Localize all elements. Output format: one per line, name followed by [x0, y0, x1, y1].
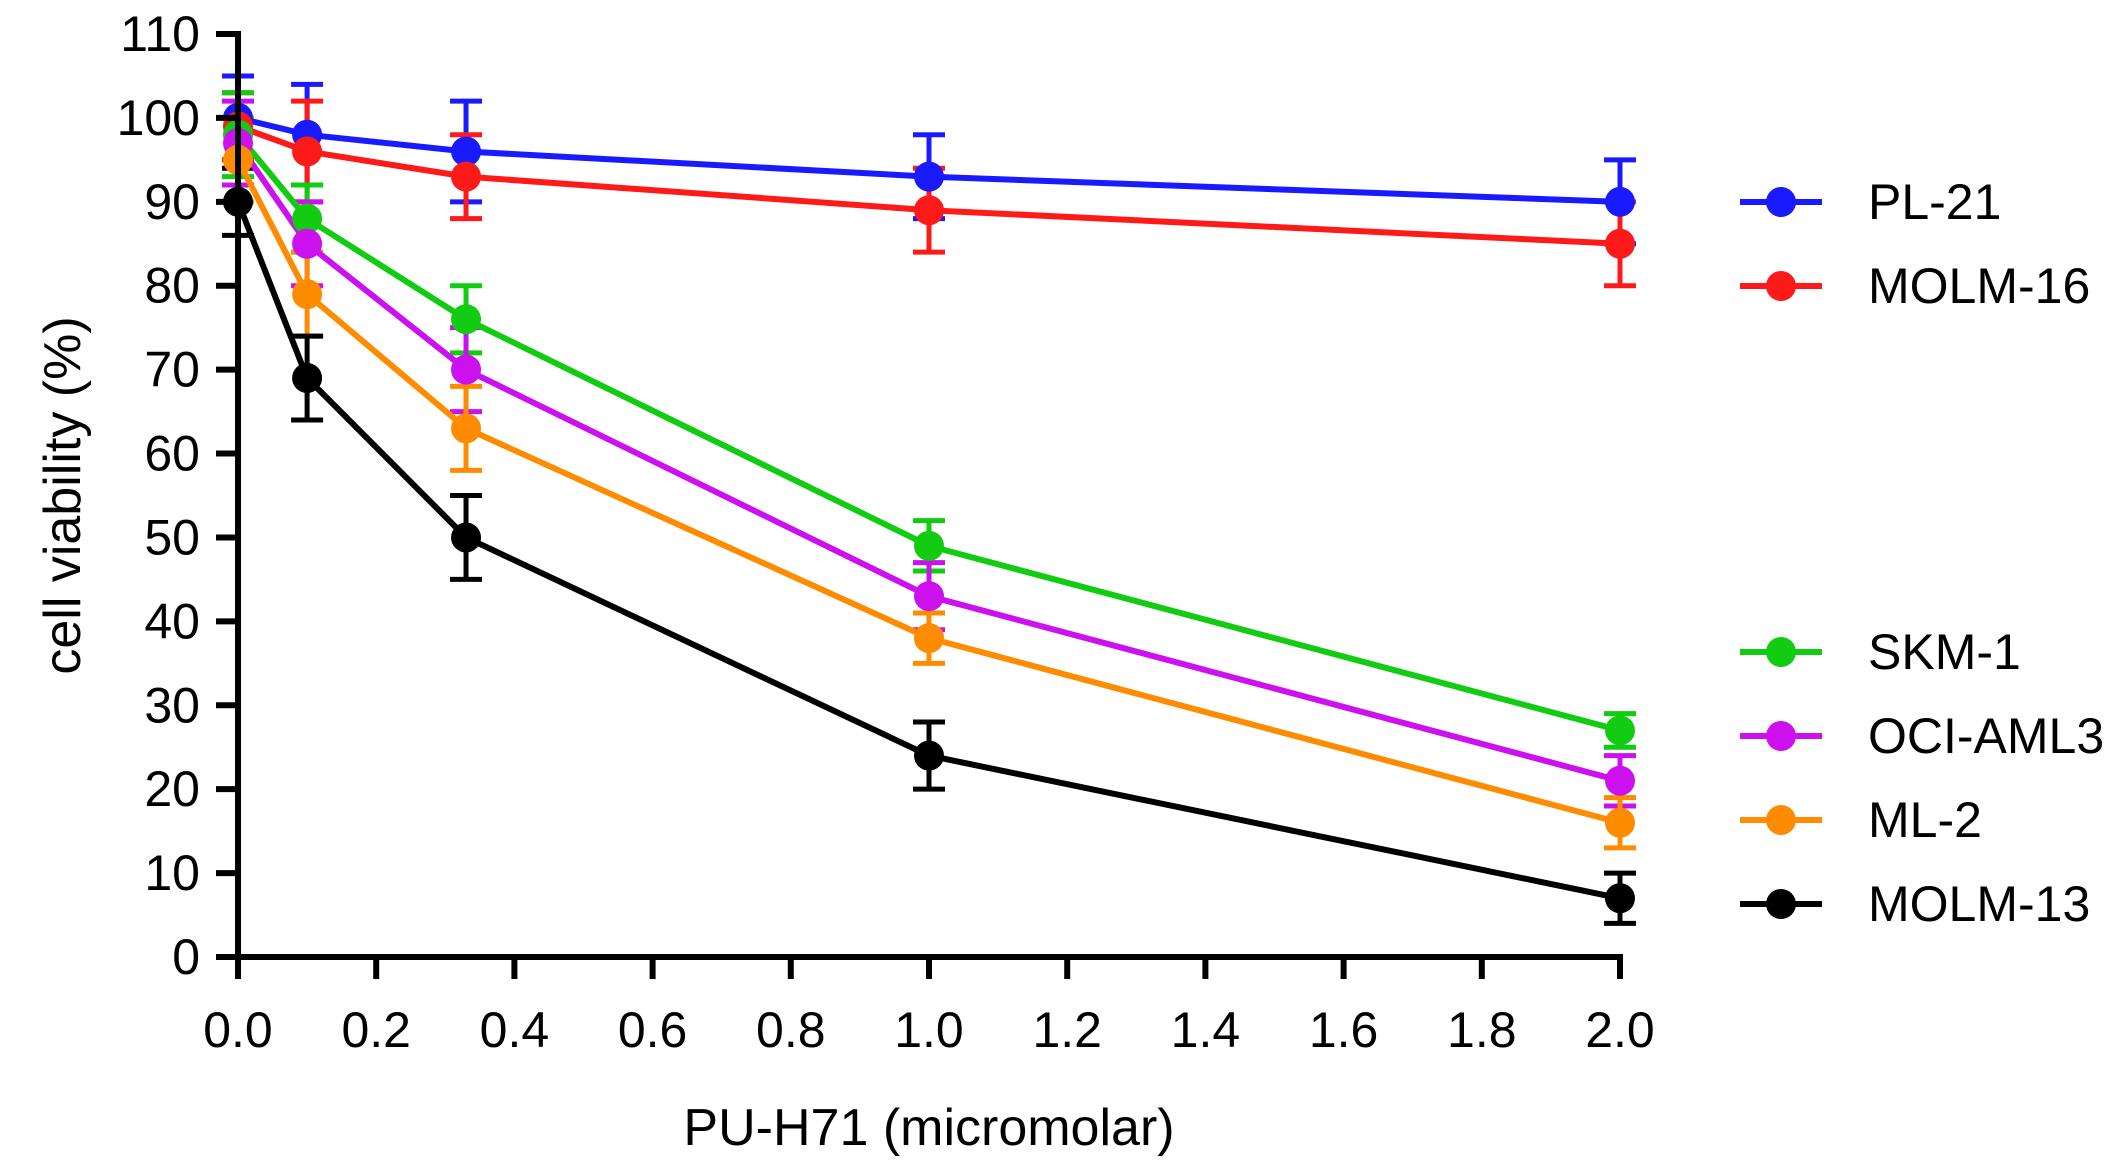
x-tick-label: 0.4 [480, 1002, 550, 1058]
y-tick-label: 0 [172, 929, 200, 985]
legend-label: SKM-1 [1868, 624, 2021, 680]
legend-item-molm-13: MOLM-13 [1740, 876, 2090, 932]
data-point-molm-16 [451, 161, 482, 192]
data-point-skm-1 [451, 304, 482, 335]
data-point-molm-13 [292, 363, 323, 394]
y-tick-label: 30 [144, 677, 200, 733]
x-tick-label: 0.2 [341, 1002, 411, 1058]
x-tick-label: 1.0 [894, 1002, 964, 1058]
legend-label: ML-2 [1868, 792, 1982, 848]
y-tick-label: 50 [144, 509, 200, 565]
x-tick-label: 1.8 [1447, 1002, 1517, 1058]
data-point-ml-2 [1605, 807, 1635, 838]
data-point-molm-16 [914, 195, 944, 226]
legend-label: OCI-AML3 [1868, 708, 2104, 764]
x-tick-label: 0.8 [756, 1002, 826, 1058]
legend-marker [1766, 637, 1796, 667]
data-point-skm-1 [1605, 715, 1635, 746]
legend-marker [1766, 721, 1796, 751]
legend-marker [1766, 889, 1796, 919]
legend-label: PL-21 [1868, 174, 2001, 230]
data-point-skm-1 [914, 530, 944, 561]
legend-item-oci-aml3: OCI-AML3 [1740, 708, 2104, 764]
data-point-pl-21 [914, 161, 944, 192]
data-point-pl-21 [451, 136, 482, 167]
data-point-molm-13 [1605, 883, 1635, 914]
data-point-oci-aml3 [292, 228, 323, 259]
y-tick-label: 80 [144, 258, 200, 314]
y-tick-label: 20 [144, 761, 200, 817]
legend-item-skm-1: SKM-1 [1740, 624, 2021, 680]
x-tick-label: 1.4 [1171, 1002, 1241, 1058]
data-point-oci-aml3 [914, 581, 944, 612]
legend-item-ml-2: ML-2 [1740, 792, 1982, 848]
data-point-ml-2 [914, 623, 944, 654]
data-point-molm-16 [292, 136, 323, 167]
data-point-oci-aml3 [1605, 765, 1635, 796]
y-tick-label: 60 [144, 426, 200, 482]
legend-marker [1766, 187, 1796, 217]
data-point-molm-13 [451, 522, 482, 553]
data-point-skm-1 [292, 203, 323, 234]
legend-item-pl-21: PL-21 [1740, 174, 2001, 230]
data-point-molm-16 [1605, 228, 1635, 259]
y-tick-label: 70 [144, 342, 200, 398]
x-tick-label: 1.6 [1309, 1002, 1379, 1058]
x-tick-label: 0.0 [203, 1002, 273, 1058]
x-tick-label: 1.2 [1032, 1002, 1102, 1058]
legend-label: MOLM-16 [1868, 258, 2090, 314]
y-tick-label: 90 [144, 174, 200, 230]
y-axis-title: cell viability (%) [34, 316, 92, 674]
legend-label: MOLM-13 [1868, 876, 2090, 932]
x-tick-label: 0.6 [618, 1002, 688, 1058]
data-point-ml-2 [292, 279, 323, 310]
x-tick-label: 2.0 [1585, 1002, 1655, 1058]
y-tick-label: 100 [117, 90, 200, 146]
data-point-pl-21 [1605, 186, 1635, 217]
y-tick-label: 40 [144, 593, 200, 649]
y-ticks: 0 10 20 30 40 50 60 70 80 90 100 110 [117, 6, 238, 985]
legend-marker [1766, 805, 1796, 835]
y-tick-label: 10 [144, 845, 200, 901]
data-point-ml-2 [451, 413, 482, 444]
data-point-molm-13 [914, 740, 944, 771]
y-tick-label: 110 [120, 6, 200, 62]
data-point-oci-aml3 [451, 354, 482, 385]
x-axis-title: PU-H71 (micromolar) [683, 1099, 1174, 1157]
legend: PL-21 MOLM-16 SKM-1 OCI-AML3 ML-2 MOLM-13 [1740, 174, 2104, 932]
legend-item-molm-16: MOLM-16 [1740, 258, 2090, 314]
x-ticks: 0.0 0.2 0.4 0.6 0.8 1.0 1.2 1.4 1.6 1.8 2.0 [203, 957, 1655, 1058]
legend-marker [1766, 271, 1796, 301]
